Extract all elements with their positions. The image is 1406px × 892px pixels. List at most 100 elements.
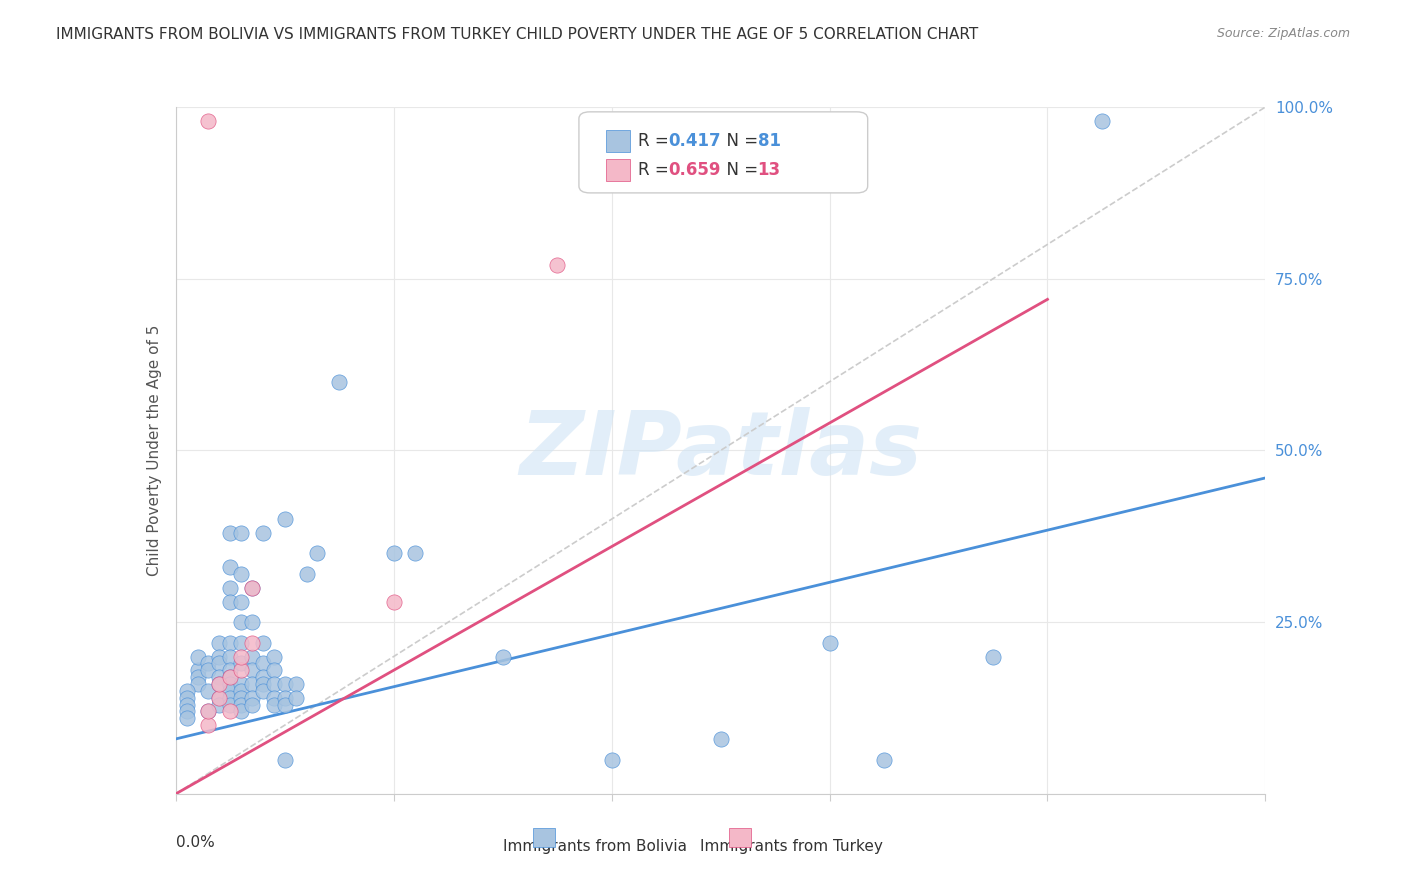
Point <box>1091 113 1114 128</box>
Point <box>295 567 318 582</box>
Point <box>240 615 263 630</box>
Point <box>186 649 209 664</box>
Point <box>176 683 198 698</box>
Point <box>197 705 219 719</box>
Bar <box>533 828 555 847</box>
Text: Immigrants from Bolivia: Immigrants from Bolivia <box>503 838 688 854</box>
Point <box>208 677 231 691</box>
Point <box>208 690 231 705</box>
Text: Source: ZipAtlas.com: Source: ZipAtlas.com <box>1216 27 1350 40</box>
Point <box>263 663 285 677</box>
Point <box>240 690 263 705</box>
Point <box>208 670 231 684</box>
Point <box>240 677 263 691</box>
Point <box>219 525 242 540</box>
Point <box>208 690 231 705</box>
Point <box>197 718 219 732</box>
Point <box>252 525 274 540</box>
Point <box>873 753 896 767</box>
Text: 81: 81 <box>758 132 780 151</box>
FancyBboxPatch shape <box>606 159 630 180</box>
Point <box>546 258 568 272</box>
Point <box>231 636 253 650</box>
Point <box>231 525 253 540</box>
Point <box>274 698 297 712</box>
Point <box>818 636 841 650</box>
Point <box>231 705 253 719</box>
Point <box>231 677 253 691</box>
FancyBboxPatch shape <box>606 130 630 153</box>
Point <box>219 690 242 705</box>
Point <box>197 663 219 677</box>
Point <box>328 375 350 389</box>
Text: ZIPatlas: ZIPatlas <box>519 407 922 494</box>
Point <box>219 663 242 677</box>
Point <box>208 636 231 650</box>
Point <box>307 546 329 561</box>
Point <box>219 581 242 595</box>
Point <box>231 690 253 705</box>
Point <box>219 636 242 650</box>
Point <box>197 657 219 671</box>
Point <box>263 649 285 664</box>
Point <box>219 698 242 712</box>
Point <box>240 581 263 595</box>
Text: R =: R = <box>638 132 673 151</box>
Point <box>240 663 263 677</box>
Point <box>231 567 253 582</box>
Point <box>600 753 623 767</box>
Point <box>252 636 274 650</box>
Point <box>284 677 307 691</box>
Point <box>263 698 285 712</box>
Point <box>240 636 263 650</box>
Text: N =: N = <box>716 161 763 178</box>
Point <box>219 560 242 574</box>
Point <box>240 649 263 664</box>
Text: IMMIGRANTS FROM BOLIVIA VS IMMIGRANTS FROM TURKEY CHILD POVERTY UNDER THE AGE OF: IMMIGRANTS FROM BOLIVIA VS IMMIGRANTS FR… <box>56 27 979 42</box>
Point <box>274 512 297 526</box>
Point <box>274 677 297 691</box>
Point <box>208 649 231 664</box>
Point <box>219 649 242 664</box>
Point <box>405 546 427 561</box>
Point <box>208 698 231 712</box>
Point <box>274 753 297 767</box>
FancyBboxPatch shape <box>579 112 868 193</box>
Point <box>197 705 219 719</box>
Point <box>197 113 219 128</box>
Point <box>252 657 274 671</box>
Point <box>176 711 198 725</box>
Point <box>208 677 231 691</box>
Point <box>231 698 253 712</box>
Point <box>219 677 242 691</box>
Point <box>219 670 242 684</box>
Point <box>219 683 242 698</box>
Point <box>284 690 307 705</box>
Point <box>382 546 405 561</box>
Point <box>219 705 242 719</box>
Point <box>219 594 242 608</box>
Point <box>176 698 198 712</box>
Point <box>263 690 285 705</box>
Point <box>231 657 253 671</box>
Point <box>197 683 219 698</box>
Point <box>274 690 297 705</box>
Point <box>186 670 209 684</box>
Text: R =: R = <box>638 161 673 178</box>
Text: 13: 13 <box>758 161 780 178</box>
Point <box>219 670 242 684</box>
Point <box>231 615 253 630</box>
Point <box>382 594 405 608</box>
Point <box>240 581 263 595</box>
Text: 0.0%: 0.0% <box>176 835 215 850</box>
Point <box>231 594 253 608</box>
Point <box>252 677 274 691</box>
Point <box>176 690 198 705</box>
Point <box>186 663 209 677</box>
Point <box>186 677 209 691</box>
Bar <box>730 828 751 847</box>
Text: 0.417: 0.417 <box>668 132 721 151</box>
Point <box>263 677 285 691</box>
Text: Immigrants from Turkey: Immigrants from Turkey <box>700 838 883 854</box>
Text: N =: N = <box>716 132 763 151</box>
